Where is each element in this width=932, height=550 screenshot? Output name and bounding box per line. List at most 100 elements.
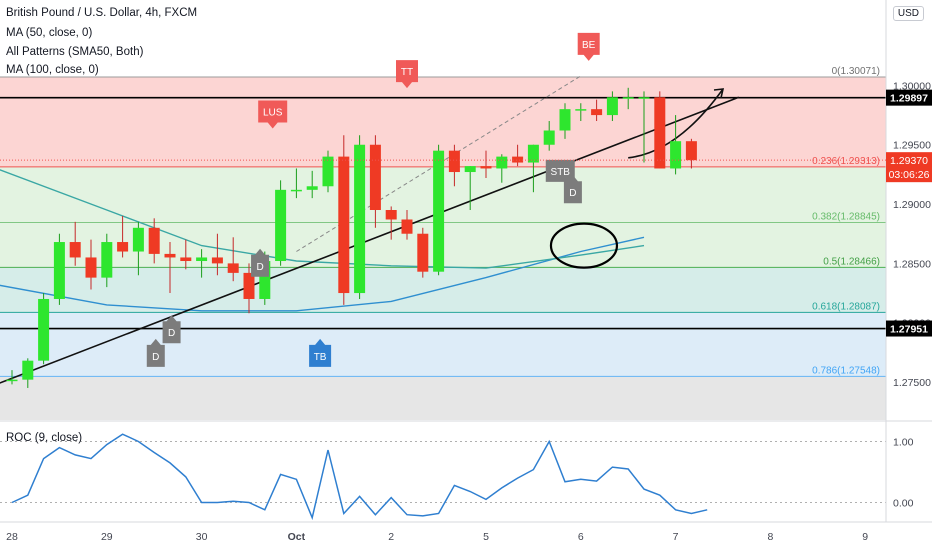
- candle[interactable]: [559, 103, 571, 139]
- pattern-label: D: [162, 315, 181, 344]
- candle[interactable]: [290, 168, 302, 199]
- candle[interactable]: [196, 249, 208, 278]
- candle-body: [354, 144, 366, 294]
- candle[interactable]: [117, 215, 129, 258]
- pattern-badge: [162, 315, 181, 344]
- candle-body: [638, 97, 650, 99]
- candle[interactable]: [385, 206, 397, 240]
- candle-body: [385, 210, 397, 220]
- candle-body: [575, 109, 587, 111]
- candle[interactable]: [369, 135, 381, 228]
- candle[interactable]: [354, 135, 366, 299]
- price-tag-text: 1.29897: [890, 93, 928, 105]
- candle[interactable]: [480, 150, 492, 178]
- candles[interactable]: [6, 87, 697, 388]
- price-tag-text: 1.27951: [890, 324, 928, 336]
- candle[interactable]: [180, 239, 192, 270]
- candle[interactable]: [606, 91, 618, 122]
- candle[interactable]: [85, 239, 97, 290]
- candle[interactable]: [132, 221, 144, 276]
- roc-tick: 0.00: [893, 497, 914, 509]
- current-price-tag: [886, 152, 932, 183]
- candle[interactable]: [654, 91, 666, 169]
- candle[interactable]: [322, 150, 334, 193]
- fib-zone: [0, 267, 886, 313]
- candle[interactable]: [53, 233, 65, 305]
- candle[interactable]: [464, 166, 476, 210]
- countdown-text: 03:06:26: [889, 169, 930, 181]
- candle[interactable]: [543, 121, 555, 151]
- candle[interactable]: [638, 91, 650, 163]
- candle[interactable]: [38, 293, 50, 365]
- price-tick: 1.28500: [893, 258, 931, 270]
- candle[interactable]: [306, 170, 318, 199]
- legend-ma50: MA (50, close, 0): [6, 27, 93, 39]
- time-tick: 29: [101, 531, 113, 543]
- candle-body: [101, 242, 113, 278]
- candle-body: [211, 257, 223, 264]
- candle-body: [53, 242, 65, 299]
- fib-zone: [0, 312, 886, 377]
- pattern-label: TB: [309, 338, 332, 367]
- pattern-badge: [396, 60, 418, 89]
- candle-body: [670, 141, 682, 169]
- currency-button[interactable]: USD: [892, 6, 924, 21]
- time-tick: Oct: [288, 531, 306, 543]
- candle-body: [417, 233, 429, 272]
- candle[interactable]: [22, 358, 34, 388]
- fib-zone: [0, 376, 886, 420]
- candle[interactable]: [6, 370, 18, 385]
- candle-body: [117, 242, 129, 252]
- time-tick: 30: [196, 531, 208, 543]
- candle[interactable]: [575, 103, 587, 122]
- candle[interactable]: [527, 144, 539, 193]
- candle-body: [654, 97, 666, 169]
- candle[interactable]: [496, 154, 508, 183]
- candle[interactable]: [211, 233, 223, 276]
- pattern-badge: [563, 175, 582, 204]
- candle[interactable]: [227, 237, 239, 282]
- candle-body: [322, 156, 334, 187]
- candle[interactable]: [685, 138, 697, 169]
- pattern-label: D: [563, 175, 582, 204]
- pattern-text: D: [168, 328, 175, 339]
- candle-body: [22, 360, 34, 380]
- candle[interactable]: [512, 144, 524, 167]
- candle-body: [290, 189, 302, 192]
- candle-body: [164, 253, 176, 258]
- time-tick: 8: [767, 531, 773, 543]
- fib-label: 0.382(1.28845): [812, 211, 880, 222]
- candle-body: [259, 261, 271, 299]
- candle[interactable]: [670, 115, 682, 175]
- time-tick: 2: [388, 531, 394, 543]
- candle[interactable]: [591, 99, 603, 122]
- candle[interactable]: [433, 144, 445, 276]
- candle[interactable]: [448, 144, 460, 187]
- candle[interactable]: [338, 135, 350, 305]
- pattern-label: STB: [545, 159, 575, 182]
- arrow-head: [713, 88, 725, 99]
- price-tick: 1.27500: [893, 377, 931, 389]
- candle[interactable]: [164, 242, 176, 294]
- candle[interactable]: [622, 87, 634, 110]
- candle-body: [433, 150, 445, 272]
- candle[interactable]: [417, 227, 429, 278]
- fib-label: 0.236(1.29313): [812, 156, 880, 167]
- candle[interactable]: [69, 221, 81, 266]
- candle[interactable]: [148, 218, 160, 264]
- pattern-badge: [258, 100, 288, 129]
- candle-body: [85, 257, 97, 278]
- pattern-label: D: [251, 248, 270, 277]
- price-tag: [886, 89, 932, 106]
- pattern-text: D: [256, 262, 263, 273]
- candle-body: [496, 156, 508, 169]
- candle[interactable]: [243, 263, 255, 314]
- candle[interactable]: [101, 233, 113, 288]
- candle[interactable]: [275, 180, 287, 266]
- candle-body: [369, 144, 381, 210]
- pattern-badge: [309, 338, 332, 367]
- pattern-label: D: [146, 338, 165, 367]
- candle[interactable]: [401, 210, 413, 240]
- fib-label: 0.618(1.28087): [812, 301, 880, 312]
